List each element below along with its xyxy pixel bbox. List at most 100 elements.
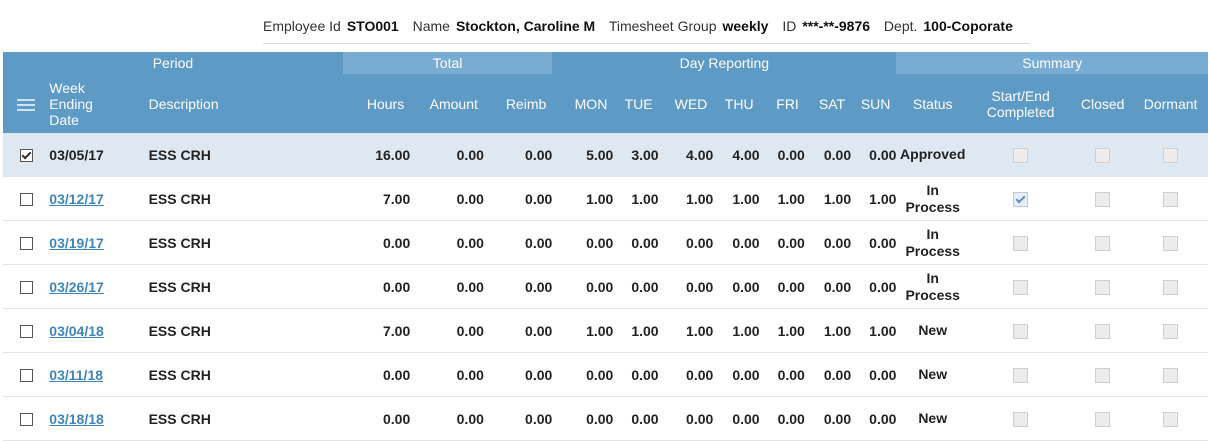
day-sun-cell: 0.00 [851,133,897,177]
amount-cell: 0.00 [410,308,484,353]
week-ending-link[interactable]: 03/04/18 [49,322,104,339]
column-menu-button[interactable] [3,74,50,133]
col-description[interactable]: Description [135,74,343,133]
closed-checkbox[interactable] [1095,279,1111,295]
dormant-checkbox[interactable] [1163,191,1179,207]
closed-checkbox[interactable] [1095,235,1111,251]
dormant-checkbox[interactable] [1163,367,1179,383]
week-ending-cell: 03/12/17 [49,176,136,221]
row-select-cell[interactable] [3,308,50,353]
table-row[interactable]: 03/11/18 ESS CRH 0.00 0.00 0.00 0.00 0.00 0.00 0… [3,352,1208,397]
row-select-cell[interactable] [3,396,50,441]
start-end-completed-checkbox[interactable] [1013,367,1029,383]
status-text: New [918,322,948,338]
group-day-reporting: Day Reporting [552,52,897,74]
week-ending-link[interactable]: 03/18/18 [49,410,104,427]
dormant-checkbox[interactable] [1163,279,1179,295]
col-reimb[interactable]: Reimb [483,74,553,133]
closed-checkbox[interactable] [1095,191,1111,207]
day-sun-cell: 0.00 [851,396,897,441]
col-week-ending-date[interactable]: Week Ending Date [49,74,136,133]
employee-info-bar: Employee Id STO001 Name Stockton, Caroline… [0,0,1208,44]
week-ending-link[interactable]: 03/12/17 [49,190,104,207]
dept-label: Dept. [883,18,918,34]
amount-cell: 0.00 [410,133,484,177]
col-thu[interactable]: THU [713,74,760,133]
col-dormant[interactable]: Dormant [1133,74,1208,133]
row-select-checkbox[interactable] [19,237,33,251]
col-tue[interactable]: TUE [613,74,659,133]
row-select-cell[interactable] [3,220,50,265]
start-end-completed-checkbox[interactable] [1013,323,1029,339]
description-cell: ESS CRH [135,176,343,221]
col-hours[interactable]: Hours [342,74,411,133]
day-sun-cell: 0.00 [851,264,897,309]
start-end-cell [969,220,1073,265]
day-thu-cell: 1.00 [713,308,760,353]
col-closed[interactable]: Closed [1072,74,1134,133]
day-tue-cell: 0.00 [613,352,659,397]
week-ending-link[interactable]: 03/11/18 [49,366,104,383]
hours-cell: 0.00 [342,264,411,309]
day-thu-cell: 0.00 [713,264,760,309]
table-row[interactable]: 03/05/17 ESS CRH 16.00 0.00 0.00 5.00 3.00 4.00… [3,133,1208,177]
status-text: New [918,366,948,382]
start-end-completed-checkbox[interactable] [1013,235,1029,251]
table-row[interactable]: 03/12/17 ESS CRH 7.00 0.00 0.00 1.00 1.00 1.00 1… [3,176,1208,221]
row-select-cell[interactable] [3,352,50,397]
day-wed-cell: 0.00 [658,352,714,397]
dormant-checkbox[interactable] [1163,235,1179,251]
col-amount[interactable]: Amount [410,74,484,133]
week-ending-link[interactable]: 03/26/17 [49,278,104,295]
col-wed[interactable]: WED [658,74,714,133]
dormant-checkbox[interactable] [1163,323,1179,339]
day-fri-cell: 0.00 [759,352,805,397]
row-select-checkbox[interactable] [19,369,33,383]
dormant-checkbox[interactable] [1163,147,1179,163]
row-select-checkbox[interactable] [19,193,33,207]
start-end-completed-checkbox[interactable] [1013,191,1029,207]
description-cell: ESS CRH [135,308,343,353]
row-select-cell[interactable] [3,176,50,221]
week-ending-cell: 03/19/17 [49,220,136,265]
week-ending-link[interactable]: 03/19/17 [49,234,104,251]
closed-checkbox[interactable] [1095,367,1111,383]
day-tue-cell: 0.00 [613,396,659,441]
col-mon[interactable]: MON [552,74,614,133]
dormant-checkbox[interactable] [1163,411,1179,427]
status-cell: New [896,396,970,441]
col-start-end-completed[interactable]: Start/End Completed [969,74,1073,133]
col-sun[interactable]: SUN [851,74,897,133]
col-fri[interactable]: FRI [759,74,805,133]
col-status[interactable]: Status [896,74,970,133]
col-sat[interactable]: SAT [804,74,852,133]
start-end-completed-checkbox[interactable] [1013,147,1029,163]
row-select-cell[interactable] [3,264,50,309]
status-cell: New [896,308,970,353]
day-wed-cell: 0.00 [658,396,714,441]
closed-checkbox[interactable] [1095,323,1111,339]
amount-cell: 0.00 [410,396,484,441]
row-select-checkbox[interactable] [19,413,33,427]
description-cell: ESS CRH [135,133,343,177]
start-end-cell [969,176,1073,221]
table-row[interactable]: 03/18/18 ESS CRH 0.00 0.00 0.00 0.00 0.00 0.00 0… [3,396,1208,441]
closed-checkbox[interactable] [1095,411,1111,427]
closed-checkbox[interactable] [1095,147,1111,163]
table-row[interactable]: 03/19/17 ESS CRH 0.00 0.00 0.00 0.00 0.00 0.00 0… [3,220,1208,265]
row-select-checkbox[interactable] [19,149,33,163]
row-select-checkbox[interactable] [19,281,33,295]
day-tue-cell: 0.00 [613,220,659,265]
amount-cell: 0.00 [410,176,484,221]
row-select-checkbox[interactable] [19,325,33,339]
amount-cell: 0.00 [410,264,484,309]
table-row[interactable]: 03/26/17 ESS CRH 0.00 0.00 0.00 0.00 0.00 0.00 0… [3,264,1208,309]
day-sat-cell: 0.00 [804,133,852,177]
start-end-completed-checkbox[interactable] [1013,411,1029,427]
table-row[interactable]: 03/04/18 ESS CRH 7.00 0.00 0.00 1.00 1.00 1.00 1… [3,308,1208,353]
day-mon-cell: 1.00 [552,176,614,221]
row-select-cell[interactable] [3,133,50,177]
closed-cell [1072,396,1134,441]
start-end-completed-checkbox[interactable] [1013,279,1029,295]
hours-cell: 0.00 [342,220,411,265]
